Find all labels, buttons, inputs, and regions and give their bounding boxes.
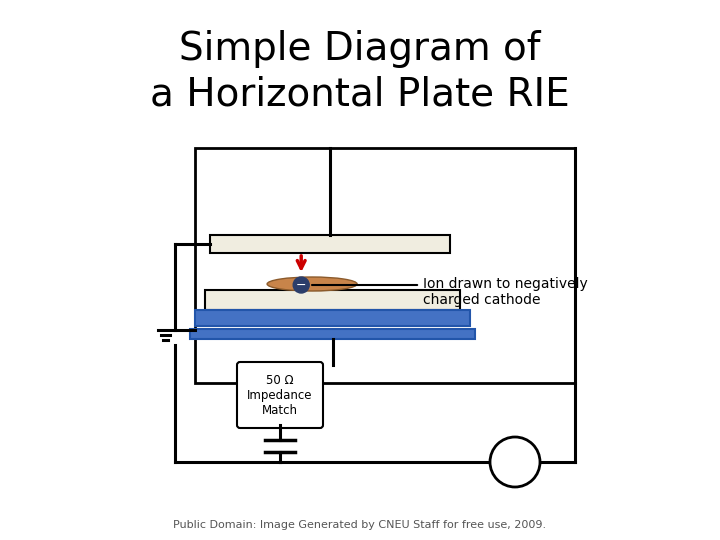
Text: Simple Diagram of: Simple Diagram of — [179, 30, 541, 68]
Text: 50 Ω
Impedance
Match: 50 Ω Impedance Match — [247, 374, 312, 416]
FancyBboxPatch shape — [205, 290, 460, 310]
Text: Ion drawn to negatively
charged cathode: Ion drawn to negatively charged cathode — [423, 277, 588, 307]
Ellipse shape — [267, 277, 357, 291]
FancyBboxPatch shape — [190, 329, 475, 339]
Text: −: − — [296, 279, 307, 292]
Text: Public Domain: Image Generated by CNEU Staff for free use, 2009.: Public Domain: Image Generated by CNEU S… — [174, 520, 546, 530]
Circle shape — [490, 437, 540, 487]
FancyBboxPatch shape — [195, 310, 470, 326]
FancyBboxPatch shape — [210, 235, 450, 253]
FancyBboxPatch shape — [237, 362, 323, 428]
Text: a Horizontal Plate RIE: a Horizontal Plate RIE — [150, 75, 570, 113]
Circle shape — [293, 277, 309, 293]
